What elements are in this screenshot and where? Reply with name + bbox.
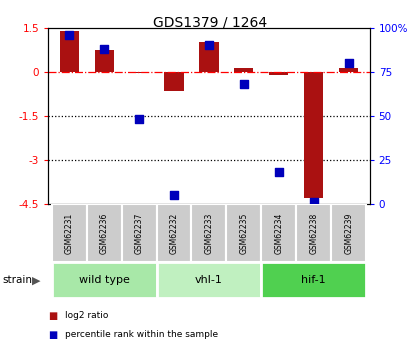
Text: GSM62235: GSM62235 bbox=[239, 212, 248, 254]
Text: GDS1379 / 1264: GDS1379 / 1264 bbox=[153, 16, 267, 30]
Text: wild type: wild type bbox=[79, 275, 130, 285]
Bar bbox=[192, 204, 226, 262]
Text: GSM62237: GSM62237 bbox=[134, 212, 144, 254]
Bar bbox=[261, 204, 296, 262]
Bar bbox=[87, 204, 122, 262]
Text: GSM62234: GSM62234 bbox=[274, 212, 284, 254]
Text: ▶: ▶ bbox=[32, 275, 40, 285]
Bar bbox=[157, 204, 192, 262]
Text: strain: strain bbox=[2, 275, 32, 285]
Bar bbox=[339, 68, 358, 72]
Bar bbox=[226, 204, 261, 262]
Point bbox=[276, 169, 282, 175]
Bar bbox=[296, 204, 331, 262]
Text: vhl-1: vhl-1 bbox=[195, 275, 223, 285]
Text: GSM62238: GSM62238 bbox=[309, 212, 318, 254]
Bar bbox=[129, 72, 149, 73]
Point bbox=[241, 81, 247, 87]
Bar bbox=[94, 50, 114, 72]
Text: ■: ■ bbox=[48, 330, 58, 339]
Point bbox=[206, 42, 213, 48]
Text: ■: ■ bbox=[48, 311, 58, 321]
Bar bbox=[200, 42, 218, 72]
Point bbox=[345, 60, 352, 66]
Text: GSM62236: GSM62236 bbox=[100, 212, 109, 254]
Point bbox=[136, 116, 142, 122]
Bar bbox=[331, 204, 366, 262]
Text: GSM62231: GSM62231 bbox=[65, 212, 74, 254]
Text: log2 ratio: log2 ratio bbox=[65, 311, 108, 320]
Text: GSM62233: GSM62233 bbox=[205, 212, 213, 254]
Point bbox=[101, 46, 108, 51]
Bar bbox=[60, 31, 79, 72]
Bar bbox=[269, 72, 289, 75]
Text: GSM62239: GSM62239 bbox=[344, 212, 353, 254]
Text: GSM62232: GSM62232 bbox=[170, 212, 178, 254]
Text: percentile rank within the sample: percentile rank within the sample bbox=[65, 330, 218, 339]
Bar bbox=[157, 262, 261, 298]
Bar bbox=[304, 72, 323, 198]
Text: hif-1: hif-1 bbox=[302, 275, 326, 285]
Bar bbox=[234, 68, 254, 72]
Bar bbox=[52, 262, 157, 298]
Bar bbox=[122, 204, 157, 262]
Bar bbox=[164, 72, 184, 91]
Bar bbox=[52, 204, 87, 262]
Bar bbox=[261, 262, 366, 298]
Point bbox=[310, 199, 317, 205]
Point bbox=[66, 32, 73, 37]
Point bbox=[171, 192, 177, 197]
